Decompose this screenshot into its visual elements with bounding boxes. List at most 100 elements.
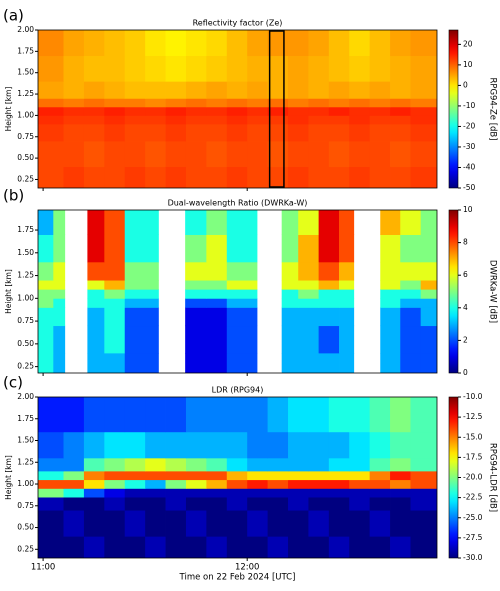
cell xyxy=(206,510,228,537)
cell xyxy=(226,115,248,125)
cell xyxy=(206,261,228,281)
cell xyxy=(318,210,340,235)
cell xyxy=(400,325,422,354)
cell xyxy=(308,106,330,116)
cell xyxy=(328,98,350,108)
cell xyxy=(206,280,228,290)
cell xyxy=(185,30,207,57)
cell xyxy=(308,397,330,433)
cell xyxy=(38,397,64,433)
cell xyxy=(410,106,437,116)
cell xyxy=(104,166,126,188)
cell xyxy=(38,457,64,472)
plot-frame xyxy=(37,209,438,374)
cell xyxy=(400,307,422,327)
cell xyxy=(165,166,187,188)
cell xyxy=(288,30,309,57)
cell xyxy=(369,536,391,558)
cell xyxy=(38,106,64,116)
cell xyxy=(145,55,166,82)
cell xyxy=(145,397,166,433)
colorbar-tick-label: 0 xyxy=(463,368,468,377)
cell xyxy=(247,536,269,558)
cell xyxy=(380,210,401,235)
cell xyxy=(83,510,105,537)
cell xyxy=(267,30,289,57)
cell xyxy=(328,30,350,57)
cell xyxy=(308,457,330,472)
cell xyxy=(145,141,166,168)
cell xyxy=(390,123,411,142)
colorbar-tick-label: -10.0 xyxy=(463,392,483,401)
cell xyxy=(185,261,207,281)
cell xyxy=(328,488,350,498)
cell xyxy=(104,431,126,459)
cell xyxy=(328,141,350,168)
y-tick-label: 0.75 xyxy=(17,501,34,510)
cell xyxy=(226,397,248,433)
cell xyxy=(226,307,258,327)
cell xyxy=(83,123,105,142)
cell xyxy=(349,497,371,511)
cell xyxy=(298,210,320,235)
cell xyxy=(400,289,422,299)
cell xyxy=(318,261,340,281)
cell xyxy=(83,30,105,57)
cell xyxy=(349,510,371,537)
cell xyxy=(369,397,391,433)
cell xyxy=(145,115,166,125)
cell xyxy=(267,115,289,125)
colorbar-tick-label: -30.0 xyxy=(463,553,483,562)
cell xyxy=(165,141,187,168)
cell xyxy=(185,166,207,188)
cell xyxy=(281,307,299,327)
cell xyxy=(400,210,422,235)
cell xyxy=(308,115,330,125)
cell xyxy=(38,510,64,537)
cell xyxy=(318,325,340,354)
cell xyxy=(38,497,64,511)
cell xyxy=(165,115,187,125)
cell xyxy=(410,510,437,537)
cell xyxy=(328,457,350,472)
cell xyxy=(206,457,228,472)
cell xyxy=(390,457,411,472)
heatmap xyxy=(38,30,437,188)
cell xyxy=(104,536,126,558)
cell xyxy=(328,81,350,99)
cell xyxy=(165,106,187,116)
cell xyxy=(38,298,54,308)
cell xyxy=(308,166,330,188)
cell xyxy=(165,81,187,99)
cell xyxy=(318,280,340,290)
cell xyxy=(420,289,437,299)
colorbar-tick-label: 2 xyxy=(463,335,468,344)
cell xyxy=(104,81,126,99)
cell xyxy=(124,106,146,116)
cell xyxy=(145,510,166,537)
cell xyxy=(226,123,248,142)
plot-frame xyxy=(37,396,438,559)
cell xyxy=(124,479,146,489)
colorbar-tick-label: 4 xyxy=(463,303,468,312)
y-tick-label: 1.00 xyxy=(17,293,34,302)
cell xyxy=(83,470,105,481)
cell xyxy=(63,81,85,99)
cell xyxy=(38,488,64,498)
cell xyxy=(369,488,391,498)
cell xyxy=(145,123,166,142)
cell xyxy=(339,307,355,327)
cell xyxy=(63,166,85,188)
cell xyxy=(318,307,340,327)
cell xyxy=(281,352,299,373)
cell xyxy=(380,307,401,327)
y-tick-label: 2.00 xyxy=(17,25,34,34)
y-tick-label: 1.75 xyxy=(17,414,34,423)
cell xyxy=(104,488,126,498)
cell xyxy=(206,289,228,299)
cell xyxy=(410,123,437,142)
cell xyxy=(206,431,228,459)
cell xyxy=(288,141,309,168)
cell xyxy=(247,479,269,489)
cell xyxy=(53,210,66,235)
